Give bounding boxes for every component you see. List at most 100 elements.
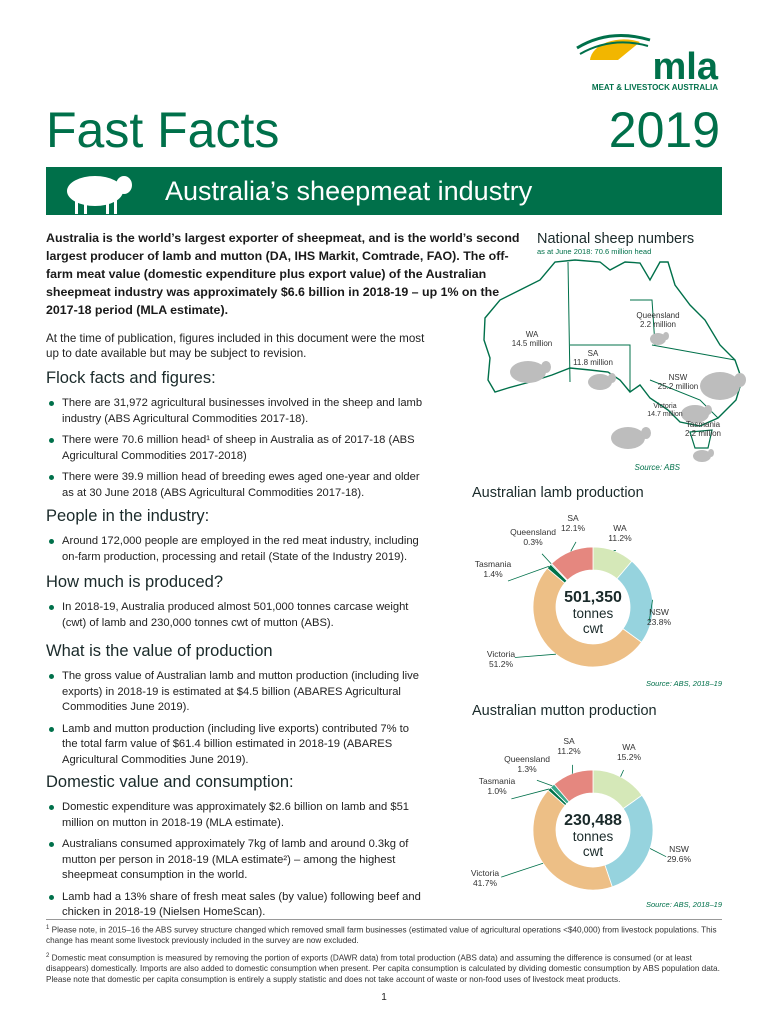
intro-lead: Australia is the world’s largest exporte… — [46, 231, 520, 317]
chart-source: Source: ABS, 2018–19 — [646, 900, 723, 909]
bullet: Around 172,000 people are employed in th… — [49, 534, 424, 565]
segment-name: SA — [563, 736, 575, 746]
logo-swoosh — [576, 34, 651, 50]
bullet: In 2018-19, Australia produced almost 50… — [49, 600, 424, 631]
region-value: 2.2 million — [640, 320, 676, 329]
logo-name: mla — [653, 46, 719, 88]
region-value: 14.7 million — [647, 411, 683, 418]
leader-line — [649, 848, 667, 858]
leader-line — [620, 769, 624, 777]
banner-sheep — [67, 176, 132, 214]
region-name: Queensland — [636, 311, 679, 320]
segment-value: 23.8% — [647, 617, 672, 627]
bullet-list: Around 172,000 people are employed in th… — [46, 534, 424, 565]
section-heading: Flock facts and figures: — [46, 369, 216, 387]
charts: Australian lamb productionWA11.2%NSW23.8… — [471, 485, 723, 909]
center-label: tonnes — [573, 829, 614, 844]
bullet-list: Domestic expenditure was approximately $… — [46, 800, 424, 921]
banner — [46, 167, 722, 215]
donut-segment — [551, 546, 594, 581]
leader-line — [536, 779, 553, 787]
donut-segment — [532, 789, 613, 891]
section-heading: How much is produced? — [46, 573, 224, 591]
center-value: 501,350 — [564, 589, 622, 606]
map-sheep — [510, 332, 746, 462]
center-label: tonnes — [573, 606, 614, 621]
segment-value: 29.6% — [667, 854, 692, 864]
segment-name: NSW — [649, 607, 669, 617]
bullet: Lamb had a 13% share of fresh meat sales… — [49, 890, 424, 921]
section-heading: People in the industry: — [46, 507, 210, 525]
segment-value: 1.4% — [483, 569, 503, 579]
section-heading: What is the value of production — [46, 642, 273, 660]
segment-name: WA — [613, 523, 627, 533]
segment-name: Queensland — [510, 527, 556, 537]
leader-line — [648, 599, 653, 622]
donut-segment — [532, 567, 643, 668]
segment-name: Victoria — [487, 649, 515, 659]
bullet: The gross value of Australian lamb and m… — [49, 669, 424, 716]
section: How much is produced? In 2018-19, Austral… — [46, 573, 424, 637]
footnote: 2 Domestic meat consumption is measured … — [46, 951, 726, 985]
section: Domestic value and consumption: Domestic … — [46, 773, 424, 927]
segment-value: 41.7% — [473, 878, 498, 888]
doc-year: 2019 — [608, 102, 720, 158]
segment-value: 1.3% — [517, 764, 537, 774]
bullet: Australians consumed approximately 7kg o… — [49, 837, 424, 884]
donut-segment — [553, 769, 594, 803]
section: What is the value of production The gross… — [46, 642, 424, 774]
leader-line — [514, 653, 556, 658]
logo-tagline: MEAT & LIVESTOCK AUSTRALIA — [592, 83, 718, 92]
bullet: There were 39.9 million head of breeding… — [49, 470, 424, 501]
bullet: There are 31,972 agricultural businesses… — [49, 396, 424, 427]
segment-value: 0.3% — [523, 537, 543, 547]
state-borders — [567, 261, 736, 419]
map-title: National sheep numbers — [537, 231, 694, 247]
footnote-text: Please note, in 2015–16 the ABS survey s… — [46, 925, 717, 946]
center-value: 230,488 — [564, 812, 622, 829]
region-name: NSW — [669, 373, 688, 382]
region-name: Tasmania — [686, 420, 721, 429]
center-label: cwt — [583, 621, 603, 636]
leader-line — [570, 541, 577, 552]
region-value: 25.2 million — [658, 382, 698, 391]
center-label: cwt — [583, 844, 603, 859]
map-source: Source: ABS — [634, 463, 680, 472]
bullet-list: There are 31,972 agricultural businesses… — [46, 396, 424, 501]
bullet-list: In 2018-19, Australia produced almost 50… — [46, 600, 424, 631]
leader-line — [507, 565, 550, 582]
leader-line — [501, 862, 544, 878]
segment-value: 1.0% — [487, 786, 507, 796]
segment-value: 51.2% — [489, 659, 514, 669]
footnote-rule — [46, 919, 722, 920]
bullet: Domestic expenditure was approximately $… — [49, 800, 424, 831]
segment-name: Queensland — [504, 754, 550, 764]
segment-name: SA — [567, 513, 579, 523]
doc-title: Fast Facts — [46, 102, 280, 158]
region-name: Victoria — [653, 403, 676, 410]
chart-title: Australian mutton production — [472, 703, 657, 719]
section: Flock facts and figures: There are 31,972… — [46, 369, 424, 507]
segment-value: 15.2% — [617, 752, 642, 762]
chart-source: Source: ABS, 2018–19 — [646, 679, 723, 688]
leader-line — [541, 553, 552, 565]
segment-name: Tasmania — [479, 776, 516, 786]
bullet: There were 70.6 million head¹ of sheep i… — [49, 433, 424, 464]
bullet: Lamb and mutton production (including li… — [49, 722, 424, 769]
footnote-text: Domestic meat consumption is measured by… — [46, 953, 720, 984]
leader-line — [511, 788, 550, 800]
section: People in the industry: Around 172,000 pe… — [46, 507, 424, 571]
footnote: 1 Please note, in 2015–16 the ABS survey… — [46, 923, 726, 947]
segment-value: 11.2% — [608, 533, 632, 543]
segment-name: Tasmania — [475, 559, 512, 569]
segment-name: NSW — [669, 844, 689, 854]
segment-name: Victoria — [471, 868, 499, 878]
footnote-mark: 1 — [46, 925, 50, 931]
region-name: WA — [526, 330, 539, 339]
section-heading: Domestic value and consumption: — [46, 773, 294, 791]
bullet-list: The gross value of Australian lamb and m… — [46, 669, 424, 768]
region-value: 2.2 million — [685, 429, 721, 438]
